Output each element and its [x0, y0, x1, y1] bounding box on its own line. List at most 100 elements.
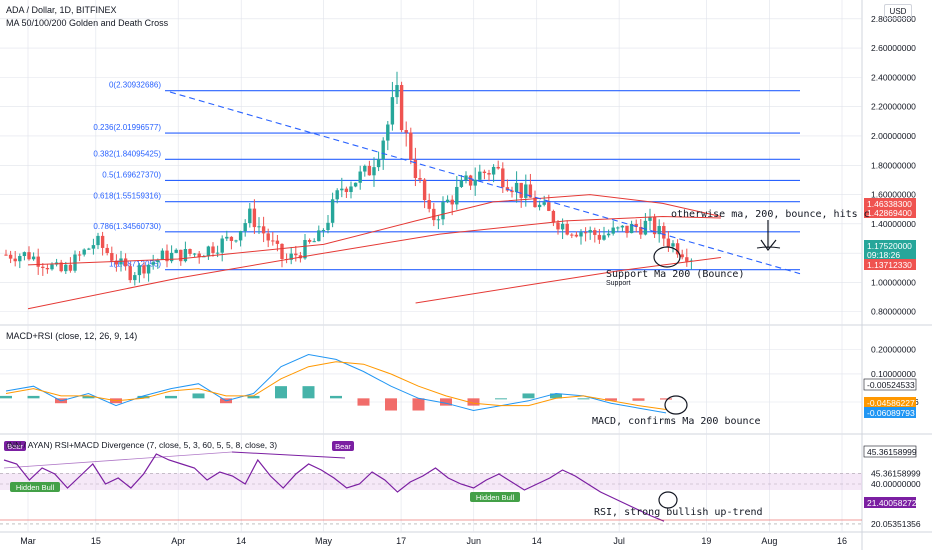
price-tick-label: 2.60000000 — [871, 43, 916, 53]
macd-tick-label: 0.20000000 — [871, 345, 916, 355]
candle-up — [491, 166, 496, 175]
macd-histogram-bar-up — [330, 395, 342, 399]
candle-up — [137, 265, 142, 276]
candle-down — [519, 182, 523, 198]
macd-line — [5, 353, 667, 414]
macd-histogram-bar-up — [275, 386, 287, 399]
candle-up — [303, 239, 307, 259]
candle-down — [634, 223, 638, 227]
candle-up — [183, 249, 188, 262]
candle-down — [68, 264, 73, 271]
candle-up — [537, 204, 542, 208]
macd-histogram-bar-up — [192, 393, 205, 399]
candle-up — [445, 199, 450, 203]
candle-down — [266, 233, 270, 241]
candle-down — [418, 178, 422, 180]
candle-down — [105, 247, 109, 254]
currency-button[interactable]: USD — [884, 4, 912, 19]
candle-up — [390, 97, 395, 125]
candle-up — [248, 208, 252, 224]
candle-up — [151, 262, 155, 265]
annotation-circle — [658, 491, 678, 509]
candle-up — [514, 182, 519, 193]
candle-down — [275, 240, 280, 244]
candle-down — [77, 254, 82, 256]
candle-down — [565, 223, 569, 235]
macd-histogram-bar-up — [522, 393, 535, 399]
annotation-text: Support Ma 200 (Bounce) — [606, 269, 744, 280]
candle-down — [8, 254, 13, 259]
macd-histogram-bar-down — [660, 398, 672, 400]
price-tick-label: 1.40000000 — [871, 219, 916, 229]
candle-up — [358, 171, 362, 183]
candle-up — [629, 223, 634, 234]
macd-price-label-box — [864, 397, 916, 408]
annotation-arrow — [760, 220, 777, 252]
macd-price-label-text: -0.06089793 — [867, 408, 915, 418]
candle-down — [450, 199, 454, 205]
hidden-bull-badge — [10, 482, 60, 492]
candle-down — [482, 171, 487, 174]
candle-up — [381, 140, 385, 160]
candle-down — [404, 130, 408, 133]
candle-down — [685, 257, 689, 262]
candle-down — [639, 226, 643, 235]
candle-up — [335, 190, 339, 200]
candle-down — [597, 234, 602, 240]
candle-down — [570, 234, 574, 236]
candle-up — [215, 252, 220, 254]
badge-text: Hidden Bull — [16, 483, 55, 492]
hidden-bull-badge — [470, 492, 520, 502]
candle-up — [22, 252, 27, 257]
price-tick-label: 2.00000000 — [871, 131, 916, 141]
candle-down — [680, 254, 684, 258]
candle-up — [87, 248, 91, 250]
macd-price-label-text: -0.00524533 — [867, 380, 915, 390]
x-tick-label: 15 — [91, 536, 101, 546]
candle-down — [413, 159, 418, 179]
macd-histogram-bar-up — [302, 386, 315, 399]
candle-down — [510, 190, 514, 193]
rsi-tick-label: 20.05351356 — [871, 519, 921, 529]
candle-up — [353, 182, 358, 187]
candle-up — [146, 264, 151, 274]
candle-up — [349, 186, 353, 193]
candle-down — [41, 266, 45, 268]
candle-down — [261, 226, 266, 234]
macd-price-label-box — [863, 378, 917, 391]
candle-down — [114, 260, 119, 265]
candle-up — [340, 188, 344, 191]
macd-price-label-text: -0.04586227 — [867, 398, 915, 408]
candle-up — [220, 238, 224, 253]
candle-up — [156, 259, 160, 263]
macd-histogram-bar-up — [247, 395, 260, 399]
candle-up — [312, 241, 316, 243]
candle-down — [533, 197, 537, 208]
signal-line — [5, 361, 667, 410]
candle-up — [326, 222, 330, 231]
macd-histogram-bar-down — [467, 398, 480, 406]
x-tick-label: 19 — [701, 536, 711, 546]
candle-down — [280, 243, 284, 259]
study-title: MA 50/100/200 Golden and Death Cross — [6, 18, 169, 28]
x-tick-label: Jul — [613, 536, 625, 546]
macd-histogram-bar-down — [412, 398, 425, 411]
candle-up — [160, 250, 165, 260]
candle-down — [468, 175, 473, 186]
candle-down — [432, 208, 436, 221]
macd-histogram-bar-up — [550, 393, 562, 399]
candle-down — [662, 226, 666, 239]
macd-histogram-bar-down — [632, 398, 645, 401]
x-tick-label: 14 — [236, 536, 246, 546]
candle-down — [110, 253, 114, 261]
x-tick-label: 16 — [837, 536, 847, 546]
candle-down — [427, 200, 431, 209]
divergence-line — [231, 451, 346, 459]
x-tick-label: May — [315, 536, 333, 546]
price-label-text: 1.42869400 — [867, 208, 912, 218]
x-tick-label: Aug — [761, 536, 777, 546]
macd-panel-title: MACD+RSI (close, 12, 26, 9, 14) — [6, 331, 138, 341]
annotation-text: otherwise ma, 200, bounce, hits c — [671, 209, 870, 220]
